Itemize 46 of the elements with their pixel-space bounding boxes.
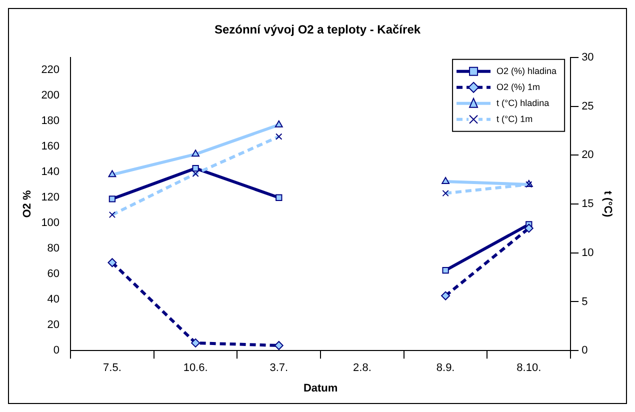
y2-tick-label: 5 (582, 296, 588, 308)
legend-label: t (°C) 1m (496, 114, 533, 124)
legend-label: t (°C) hladina (496, 98, 550, 108)
y-tick-label: 100 (41, 217, 60, 230)
point (191, 338, 200, 348)
y2-axis-title: t (°C) (601, 190, 614, 218)
y2-tick-label: 20 (582, 149, 594, 162)
point (192, 150, 200, 157)
y-tick-label: 60 (47, 268, 60, 280)
x-tick-label: 3.7. (270, 362, 288, 374)
point (442, 266, 449, 274)
point (441, 291, 450, 300)
y-tick-label: 0 (53, 344, 60, 357)
x-axis-title: Datum (303, 382, 338, 394)
point (274, 120, 283, 128)
y2-tick-label: 15 (582, 198, 594, 210)
y-tick-label: 120 (41, 192, 60, 204)
y-tick-label: 40 (47, 294, 60, 306)
point (442, 177, 450, 184)
point (108, 258, 117, 268)
point (274, 341, 284, 350)
legend-label: O2 (%) hladina (496, 66, 557, 76)
y-tick-label: 180 (41, 115, 60, 128)
x-tick-label: 8.10. (516, 362, 542, 374)
y-tick-label: 160 (41, 140, 60, 153)
x-tick-label: 8.9. (436, 362, 455, 374)
y-axis-title: O2 % (22, 190, 34, 218)
y-tick-label: 20 (47, 319, 60, 332)
y2-tick-label: 0 (582, 344, 588, 357)
y-tick-label: 200 (41, 90, 60, 102)
y2-tick-label: 25 (582, 100, 594, 112)
point (192, 164, 199, 172)
y2-tick-label: 10 (582, 246, 594, 259)
x-tick-label: 2.8. (353, 362, 372, 374)
y-tick-label: 80 (47, 242, 60, 255)
x-tick-label: 10.6. (183, 362, 208, 374)
x-tick-label: 7.5. (103, 362, 122, 374)
point (276, 194, 282, 201)
point (108, 170, 116, 178)
y-tick-label: 140 (41, 166, 60, 178)
chart-title: Sezónní vývoj O2 a teploty - Kačírek (214, 22, 421, 37)
legend-label: O2 (%) 1m (496, 82, 540, 92)
point (108, 196, 116, 202)
y-tick-label: 220 (41, 64, 60, 76)
point (524, 224, 534, 233)
y2-tick-label: 30 (582, 51, 594, 64)
